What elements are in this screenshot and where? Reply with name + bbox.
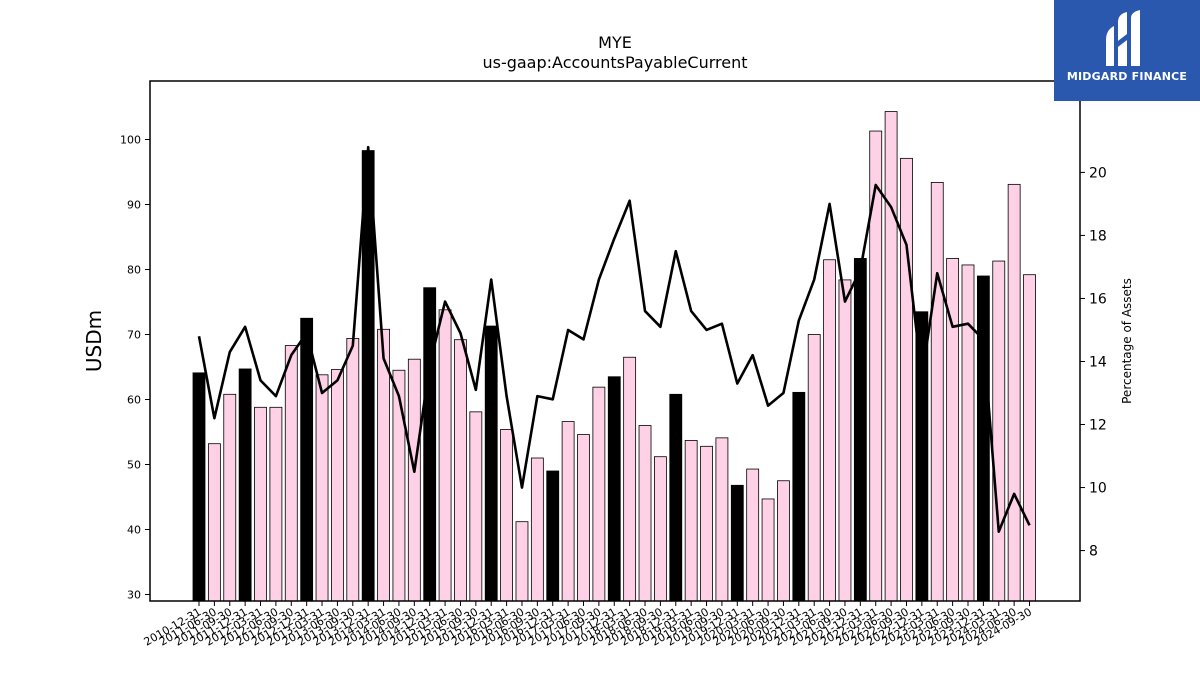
logo-mark-icon <box>1106 10 1140 66</box>
y-axis-label: USDm <box>82 310 106 372</box>
y2-tick-label: 16 <box>1089 291 1107 307</box>
bar-2023-03-31 <box>930 181 944 602</box>
y2-tick-label: 10 <box>1089 481 1107 497</box>
bar-2020-12-31 <box>792 391 806 602</box>
y2-tick-label: 14 <box>1089 354 1107 370</box>
axes-layer: 3040506070809010081012141618202010-12-31… <box>120 134 1107 649</box>
y-tick-label: 40 <box>127 524 141 537</box>
bar-2014-12-31 <box>423 287 437 602</box>
bar-2019-06-30 <box>700 445 713 602</box>
y-tick-label: 30 <box>127 589 141 602</box>
bar-2017-06-30 <box>577 434 590 602</box>
bar-2010-12-31 <box>192 372 206 602</box>
chart-subtitle: us-gaap:AccountsPayableCurrent <box>482 53 747 72</box>
bar-2013-09-30 <box>346 337 360 602</box>
y-tick-label: 60 <box>127 394 141 407</box>
bar-2024-06-30 <box>1007 183 1021 602</box>
bar-2020-09-30 <box>777 480 790 602</box>
bar-2021-06-30 <box>823 259 836 602</box>
y2-tick-label: 12 <box>1089 418 1107 434</box>
y2-tick-label: 18 <box>1089 228 1107 244</box>
line-layer <box>197 145 1031 533</box>
bar-2016-12-31 <box>546 470 560 602</box>
bar-2017-03-31 <box>561 421 575 602</box>
bar-2016-06-30 <box>515 521 529 602</box>
plot-frame <box>149 80 1081 602</box>
bar-2015-12-31 <box>484 325 498 602</box>
bar-2019-12-31 <box>730 484 744 602</box>
y-tick-label: 90 <box>127 199 141 212</box>
bar-2024-09-30 <box>1023 274 1036 602</box>
bar-2022-06-30 <box>884 111 898 602</box>
bar-2018-03-31 <box>623 356 637 602</box>
bar-2015-09-30 <box>469 411 483 602</box>
bar-2016-03-31 <box>500 428 514 602</box>
bar-2019-09-30 <box>715 437 729 602</box>
bar-2023-12-31 <box>976 275 990 602</box>
logo-text: MIDGARD FINANCE <box>1066 70 1188 83</box>
bar-2020-06-30 <box>761 498 775 602</box>
bar-2017-09-30 <box>592 386 606 602</box>
y-tick-label: 50 <box>127 459 141 472</box>
bar-2021-09-30 <box>838 279 852 602</box>
y2-tick-label: 8 <box>1089 544 1098 560</box>
bar-2011-09-30 <box>223 393 237 602</box>
y-tick-label: 80 <box>127 264 141 277</box>
bar-2019-03-31 <box>684 440 698 602</box>
bar-2015-03-31 <box>438 309 452 602</box>
bar-2018-09-30 <box>654 456 667 602</box>
bar-2021-12-31 <box>853 258 867 602</box>
bar-2018-12-31 <box>669 393 683 602</box>
bar-2023-09-30 <box>961 264 975 602</box>
bar-2012-12-31 <box>300 317 314 602</box>
bar-2013-03-31 <box>315 374 329 602</box>
bar-2024-03-31 <box>992 260 1006 602</box>
y2-axis-label: Percentage of Assets <box>1120 278 1134 404</box>
bar-2012-06-30 <box>269 406 283 602</box>
bar-2022-09-30 <box>900 157 913 602</box>
bar-2016-09-30 <box>530 457 544 602</box>
bar-2012-03-31 <box>254 406 267 602</box>
midgard-finance-logo: MIDGARD FINANCE <box>1054 0 1200 101</box>
y-tick-label: 70 <box>127 329 141 342</box>
bar-2015-06-30 <box>454 339 467 602</box>
bar-2020-03-31 <box>746 468 760 602</box>
chart-title: MYE <box>598 33 632 52</box>
bar-2011-12-31 <box>238 368 252 602</box>
bar-2013-06-30 <box>331 369 344 602</box>
bar-2012-09-30 <box>284 345 298 602</box>
bar-2014-06-30 <box>392 369 406 602</box>
y2-tick-label: 20 <box>1089 165 1107 181</box>
bar-2018-06-30 <box>638 425 652 602</box>
bar-2021-03-31 <box>807 334 821 602</box>
bars-layer <box>192 111 1036 602</box>
bar-2017-12-31 <box>607 376 621 602</box>
percentage-of-assets-line <box>197 145 1031 533</box>
bar-2011-06-30 <box>207 443 221 602</box>
bar-2014-09-30 <box>407 358 421 602</box>
y-tick-label: 100 <box>120 134 141 147</box>
